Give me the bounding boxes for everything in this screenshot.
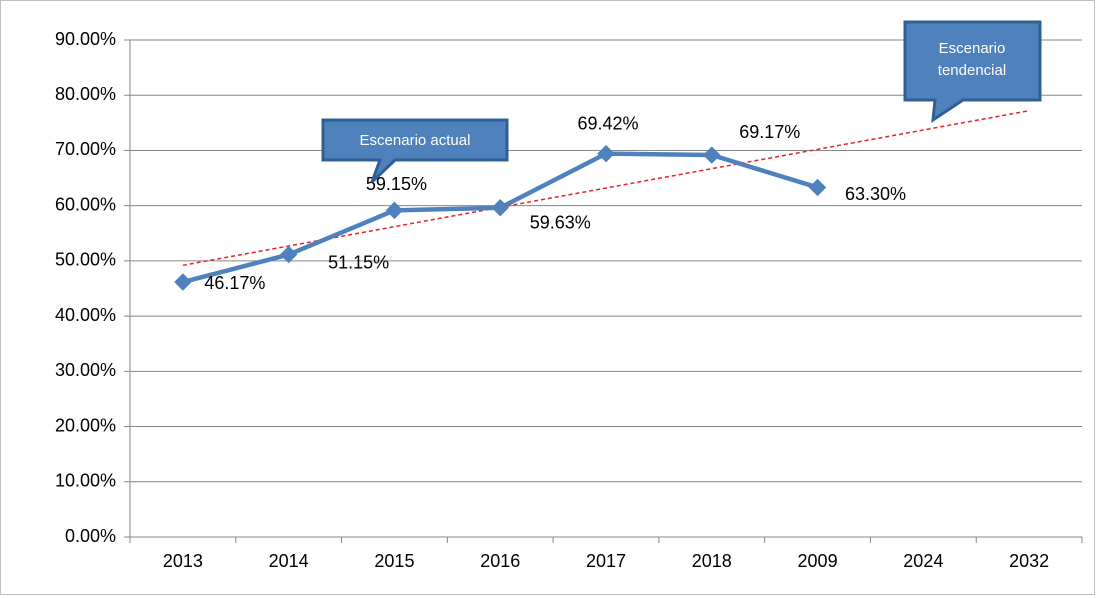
x-tick-label: 2032 bbox=[1009, 551, 1049, 571]
data-label: 46.17% bbox=[204, 273, 265, 293]
point-marker bbox=[597, 144, 615, 163]
point-marker bbox=[174, 273, 192, 291]
y-tick-label: 20.00% bbox=[55, 415, 116, 435]
y-tick-label: 70.00% bbox=[55, 139, 116, 159]
callout-tendencial: Escenario tendencial bbox=[903, 20, 1042, 124]
x-tick-label: 2014 bbox=[269, 551, 309, 571]
point-marker bbox=[491, 199, 509, 217]
data-label: 69.17% bbox=[739, 122, 800, 142]
x-tick-label: 2013 bbox=[163, 551, 203, 571]
data-label: 59.63% bbox=[530, 212, 591, 232]
data-label: 59.15% bbox=[366, 174, 427, 194]
point-marker bbox=[279, 245, 298, 264]
callout-shape bbox=[321, 118, 509, 184]
data-label: 51.15% bbox=[328, 252, 389, 272]
y-tick-label: 60.00% bbox=[55, 194, 116, 214]
y-tick-label: 50.00% bbox=[55, 250, 116, 270]
data-label: 69.42% bbox=[577, 113, 638, 133]
x-tick-label: 2017 bbox=[586, 551, 626, 571]
callout-actual: Escenario actual bbox=[321, 118, 509, 184]
annotation: Escenario actual bbox=[360, 132, 471, 149]
y-tick-label: 40.00% bbox=[55, 305, 116, 325]
x-tick-label: 2018 bbox=[692, 551, 732, 571]
y-tick-label: 30.00% bbox=[55, 360, 116, 380]
point-marker bbox=[703, 146, 721, 164]
x-tick-label: 2015 bbox=[374, 551, 414, 571]
x-tick-label: 2024 bbox=[903, 551, 943, 571]
callout-shape bbox=[903, 20, 1042, 124]
y-tick-label: 0.00% bbox=[65, 526, 116, 546]
annotation: Escenario tendencial bbox=[938, 40, 1006, 79]
y-tick-label: 10.00% bbox=[55, 471, 116, 491]
x-tick-label: 2016 bbox=[480, 551, 520, 571]
y-tick-label: 90.00% bbox=[55, 29, 116, 49]
point-marker bbox=[808, 178, 827, 197]
y-tick-label: 80.00% bbox=[55, 84, 116, 104]
point-marker bbox=[385, 201, 404, 220]
data-label: 63.30% bbox=[845, 184, 906, 204]
x-tick-label: 2009 bbox=[798, 551, 838, 571]
